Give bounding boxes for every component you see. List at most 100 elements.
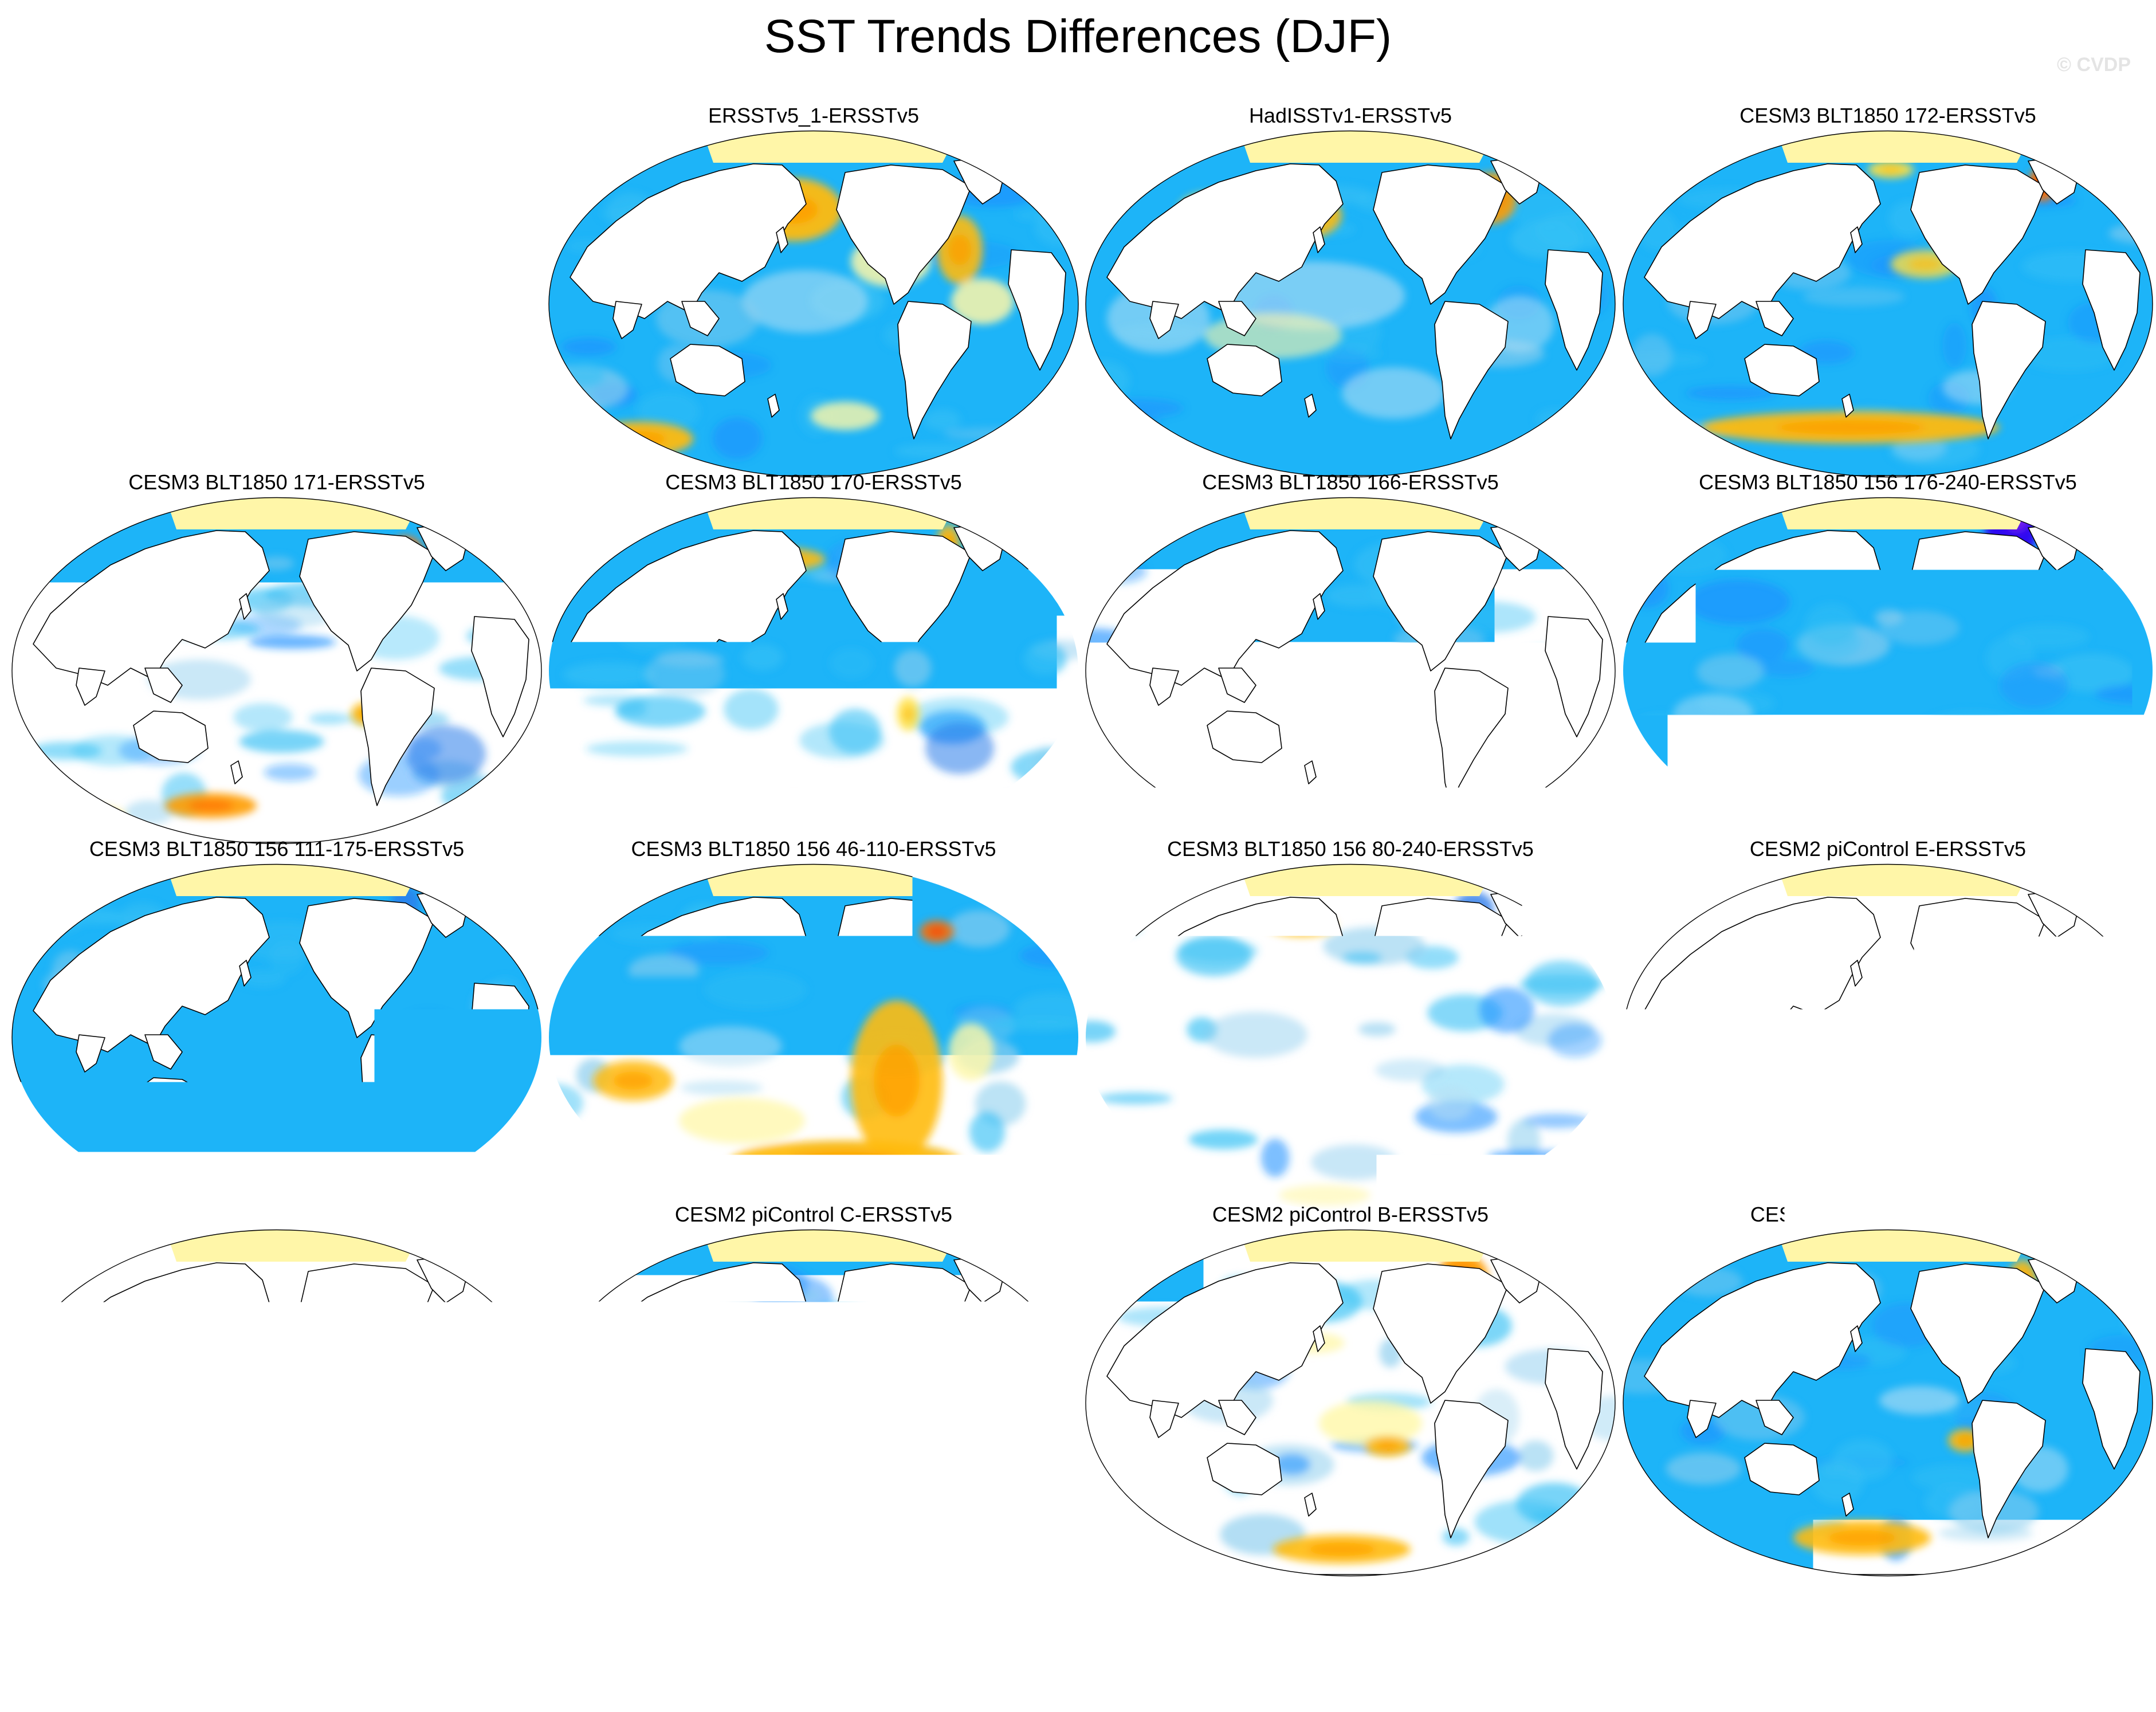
anomaly-texture (1312, 731, 1376, 761)
colorbar (386, 1624, 1772, 1657)
anomaly-texture (371, 1534, 423, 1554)
colorbar-swatch (802, 1624, 871, 1657)
panel-title: CESM3 BLT1850 172-ERSSTv5 (1621, 103, 2154, 128)
panel-title: CESM2 piControl C-ERSSTv5 (547, 1202, 1080, 1227)
anomaly-texture (944, 427, 1043, 441)
panel-title: HadISSTv1-ERSSTv5 (1084, 103, 1617, 128)
colorbar-swatch (1425, 1624, 1495, 1657)
map-panel: CESM3 BLT1850 170-ERSSTv5 (547, 470, 1080, 845)
anomaly-texture (1632, 334, 1672, 377)
colorbar-swatch (733, 1624, 802, 1657)
anomaly-core (151, 1542, 248, 1557)
cvdp-watermark: © CVDP (2057, 54, 2131, 76)
anomaly-patch (33, 806, 125, 828)
anomaly-core (1376, 1442, 1399, 1451)
colorbar-swatch (455, 1624, 525, 1657)
colorbar-tick-label: -2 (744, 1664, 859, 1705)
anomaly-texture (565, 363, 606, 387)
sst-trend-map (1621, 129, 2154, 478)
panel-title: CESM2 piControl E-ERSSTv5 (1621, 837, 2154, 862)
anomaly-patch (1879, 1386, 1959, 1415)
map-panel: CESM3 BLT1850 156 111-175-ERSSTv5 (10, 837, 543, 1212)
anomaly-texture (1647, 537, 1727, 574)
anomaly-texture (1032, 746, 1060, 784)
anomaly-texture (1711, 759, 1737, 775)
colorbar-swatch (1148, 1624, 1218, 1657)
anomaly-patch (742, 270, 868, 333)
anomaly-texture (1020, 944, 1094, 968)
anomaly-texture (1479, 987, 1534, 1033)
anomaly-texture (1091, 560, 1146, 583)
colorbar-tick-label: -0.5 (883, 1664, 998, 1705)
anomaly-texture (742, 644, 783, 670)
anomaly-texture (1043, 1515, 1089, 1551)
anomaly-texture (1942, 323, 1966, 368)
map-panel: ERSSTv5_1-ERSSTv5 (547, 103, 1080, 478)
anomaly-texture (438, 1146, 472, 1163)
anomaly-core (779, 802, 808, 810)
panel-title: CESM3 BLT1850 171-ERSSTv5 (10, 470, 543, 495)
sst-trend-map (1621, 1228, 2154, 1577)
anomaly-core (948, 234, 971, 265)
anomaly-core (188, 800, 234, 811)
colorbar-swatch (663, 1624, 733, 1657)
anomaly-texture (1342, 952, 1383, 964)
anomaly-core (1957, 1435, 1974, 1446)
anomaly-texture (297, 1094, 353, 1132)
anomaly-core (613, 1071, 653, 1090)
colorbar-swatch (1564, 1624, 1633, 1657)
colorbar-tick-label: -4 (606, 1664, 721, 1705)
anomaly-texture (422, 1501, 485, 1514)
colorbar-swatch (386, 1624, 455, 1657)
map-panel: CESM2 piControl C-ERSSTv5 (547, 1202, 1080, 1577)
anomaly-texture (961, 1487, 1011, 1511)
panel-title: CESM3 BLT1850 156 46-110-ERSSTv5 (547, 837, 1080, 862)
colorbar-tick-label: 4 (1437, 1664, 1552, 1705)
anomaly-texture (1443, 1528, 1470, 1546)
sst-trend-map (10, 863, 543, 1212)
colorbar-tick-label: -6 (468, 1664, 582, 1705)
panel-title: CESM2 piControl B-ERSSTv5 (1084, 1202, 1617, 1227)
figure-title: SST Trends Differences (DJF) (0, 8, 2156, 65)
anomaly-texture (712, 418, 762, 460)
sst-trend-map (1084, 1228, 1617, 1577)
anomaly-texture (2071, 420, 2137, 442)
colorbar-swatch (1702, 1624, 1772, 1657)
anomaly-texture (239, 730, 324, 753)
panel-title: CESM2 piControl A-ERSSTv5 (1621, 1202, 2154, 1227)
anomaly-texture (2118, 1499, 2156, 1527)
panel-title: CESM3 BLT1850 156 80-240-ERSSTv5 (1084, 837, 1617, 862)
anomaly-core (294, 1420, 323, 1449)
anomaly-texture (1358, 1022, 1396, 1036)
anomaly-texture (264, 764, 316, 781)
colorbar-tick-label: 6 (1576, 1664, 1690, 1705)
anomaly-texture (1189, 1130, 1258, 1149)
anomaly-texture (1715, 1104, 1746, 1137)
anomaly-patch (811, 402, 879, 430)
anomaly-patch (1656, 806, 1931, 828)
colorbar-swatch (1079, 1624, 1148, 1657)
colorbar-swatch (594, 1624, 663, 1657)
anomaly-core (182, 1174, 205, 1182)
anomaly-texture (2007, 625, 2090, 649)
anomaly-texture (2060, 436, 2101, 454)
anomaly-texture (1075, 360, 1130, 400)
anomaly-texture (308, 713, 349, 725)
anomaly-texture (35, 1518, 133, 1550)
anomaly-texture (1079, 410, 1140, 433)
anomaly-texture (79, 1491, 104, 1517)
panel-title: ERSSTv5_1-ERSSTv5 (547, 103, 1080, 128)
colorbar-swatch (940, 1624, 1010, 1657)
anomaly-texture (1070, 922, 1141, 936)
anomaly-texture (233, 703, 292, 731)
colorbar-swatch (1218, 1624, 1287, 1657)
map-panel: CESM2 piControl B-ERSSTv5 (1084, 1202, 1617, 1577)
anomaly-patch (1342, 367, 1445, 419)
anomaly-patch (1216, 807, 1353, 827)
colorbar-swatch (871, 1624, 940, 1657)
anomaly-texture (1626, 570, 1669, 608)
anomaly-texture (1813, 1040, 1868, 1070)
anomaly-texture (829, 709, 881, 754)
colorbar-swatch (1356, 1624, 1425, 1657)
anomaly-texture (780, 1349, 832, 1380)
